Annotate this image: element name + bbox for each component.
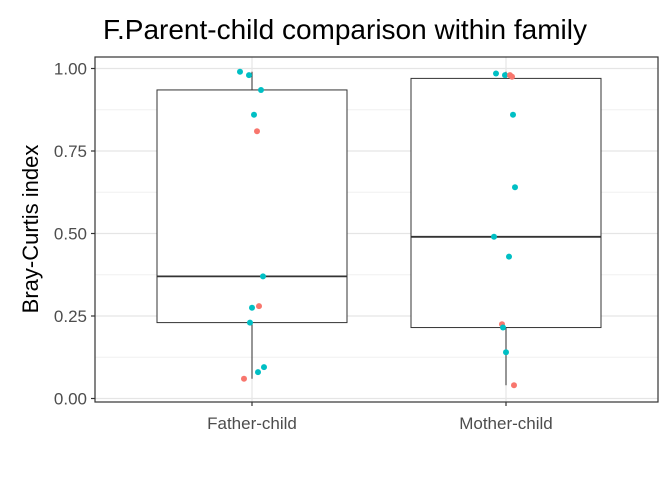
box-body — [410, 77, 602, 329]
y-tick-label: 0.00 — [54, 390, 87, 409]
data-point — [511, 382, 517, 389]
data-point — [512, 184, 518, 191]
data-point — [249, 304, 255, 311]
y-tick-label: 0.25 — [54, 307, 87, 326]
chart-title: F.Parent-child comparison within family — [103, 14, 587, 45]
data-point — [254, 128, 260, 135]
data-point — [241, 375, 247, 382]
y-axis-label: Bray-Curtis index — [18, 145, 43, 314]
data-point — [500, 324, 506, 331]
data-point — [502, 72, 508, 79]
plot-panel: 0.00 0.25 0.50 0.75 1.00 Father-child Mother-c… — [54, 56, 659, 433]
data-point — [261, 364, 267, 371]
panel-border — [94, 56, 659, 403]
data-point — [246, 72, 252, 79]
y-tick-label: 0.50 — [54, 225, 87, 244]
data-point — [247, 319, 253, 326]
data-point — [258, 86, 264, 93]
box-body — [156, 89, 348, 324]
data-point — [255, 369, 261, 376]
y-tick-label: 1.00 — [54, 60, 87, 79]
data-point — [491, 233, 497, 240]
x-tick-label: Mother-child — [459, 414, 553, 433]
data-point — [251, 111, 257, 118]
data-point — [256, 303, 262, 310]
data-point — [503, 349, 509, 356]
data-point — [506, 253, 512, 260]
data-point — [493, 70, 499, 77]
data-point — [237, 68, 243, 75]
y-tick-label: 0.75 — [54, 142, 87, 161]
data-point — [260, 273, 266, 280]
x-tick-label: Father-child — [207, 414, 297, 433]
data-point — [509, 73, 515, 80]
data-point — [510, 111, 516, 118]
